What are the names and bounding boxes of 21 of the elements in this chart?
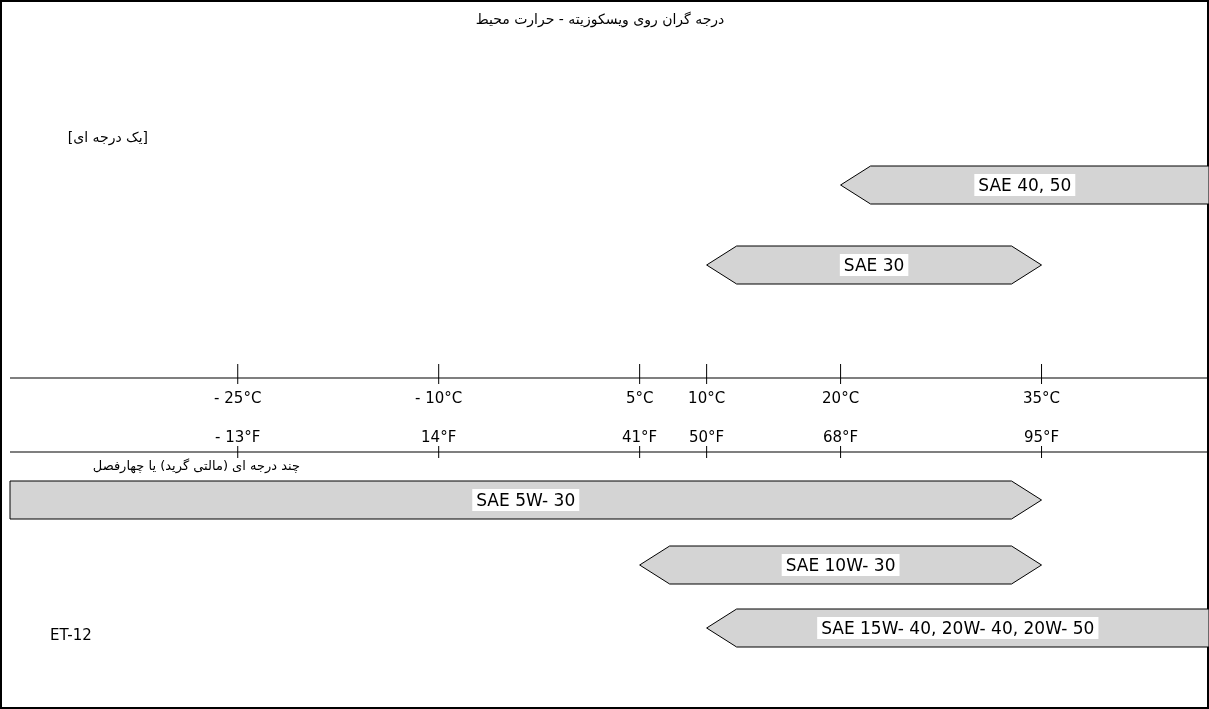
y-tick-label: SAE 40, 50	[978, 175, 1072, 195]
x-tick-label: - 25°C	[214, 389, 262, 407]
y-tick-label: SAE 10W- 30	[785, 555, 896, 575]
annotation: ET-12	[50, 626, 92, 644]
x-tick-label: 50°F	[689, 428, 725, 446]
x-tick-label: - 10°C	[415, 389, 463, 407]
annotation: چند درجه ای (مالتی گرید) یا چهارفصل	[92, 458, 300, 474]
x-tick-label: 95°F	[1023, 428, 1060, 446]
x-tick-label: 68°F	[822, 428, 859, 446]
annotation: [یک درجه ای]	[67, 129, 148, 146]
chart-title: درجه گران روی ویسکوزیته - حرارت محیط	[475, 11, 725, 28]
x-tick-label: 35°C	[1023, 389, 1061, 407]
y-tick-label: SAE 5W- 30	[476, 490, 576, 510]
x-tick-label: 10°C	[688, 389, 726, 407]
x-tick-label: 41°F	[622, 428, 658, 446]
x-tick-label: 20°C	[822, 389, 860, 407]
x-tick-label: 14°F	[421, 428, 457, 446]
y-tick-label: SAE 30	[843, 255, 905, 275]
x-tick-label: - 13°F	[215, 428, 261, 446]
x-tick-label: 5°C	[625, 389, 654, 407]
y-tick-label: SAE 15W- 40, 20W- 40, 20W- 50	[821, 618, 1095, 638]
